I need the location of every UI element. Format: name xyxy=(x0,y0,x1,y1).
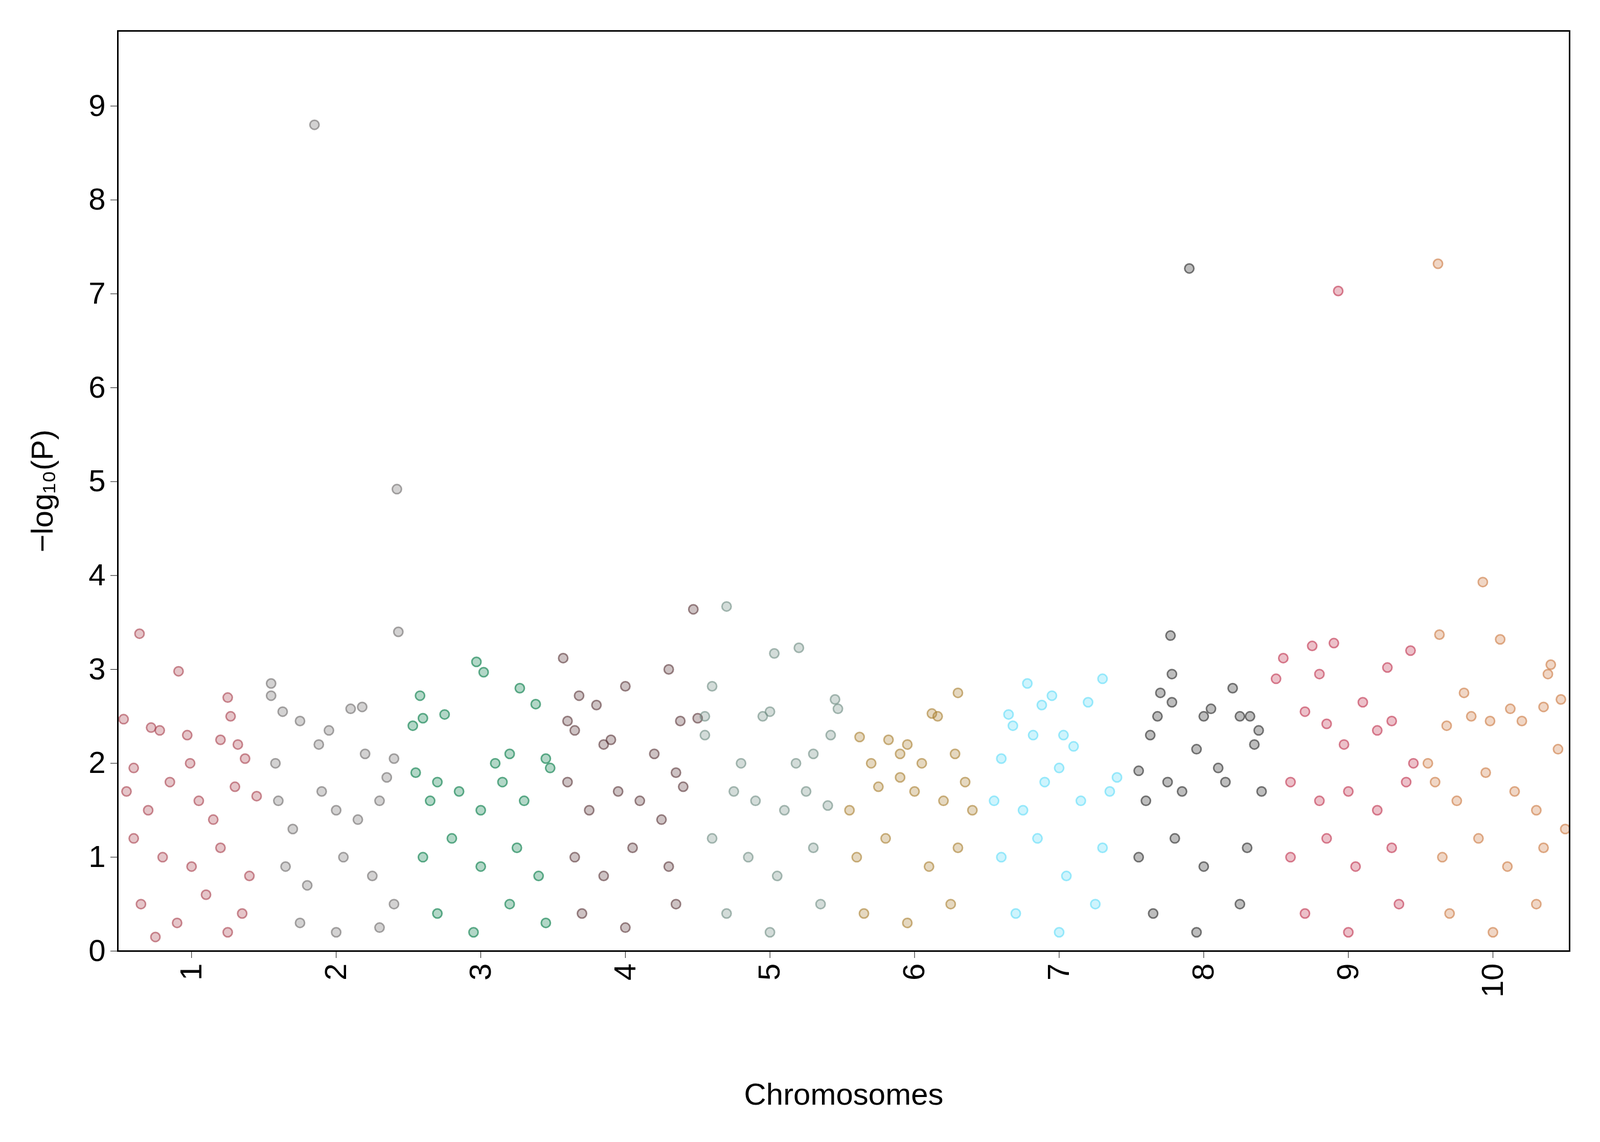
svg-text:6: 6 xyxy=(88,370,106,405)
svg-text:1: 1 xyxy=(88,839,106,874)
svg-text:8: 8 xyxy=(1185,963,1221,981)
svg-text:7: 7 xyxy=(88,276,106,311)
svg-text:1: 1 xyxy=(173,963,209,981)
svg-text:4: 4 xyxy=(88,557,106,592)
svg-text:5: 5 xyxy=(88,463,106,498)
svg-text:−log₁₀(P): −log₁₀(P) xyxy=(25,429,60,553)
svg-text:9: 9 xyxy=(88,88,106,123)
svg-text:3: 3 xyxy=(88,651,106,687)
svg-text:2: 2 xyxy=(318,963,353,981)
svg-text:10: 10 xyxy=(1475,963,1510,998)
svg-text:7: 7 xyxy=(1041,963,1076,981)
svg-text:4: 4 xyxy=(607,963,643,981)
svg-text:8: 8 xyxy=(88,181,106,217)
svg-text:0: 0 xyxy=(88,933,106,968)
svg-text:3: 3 xyxy=(463,963,498,981)
svg-text:5: 5 xyxy=(751,963,787,981)
svg-text:Chromosomes: Chromosomes xyxy=(743,1077,944,1112)
svg-text:2: 2 xyxy=(88,745,106,780)
svg-text:9: 9 xyxy=(1330,963,1365,981)
svg-text:6: 6 xyxy=(896,963,931,981)
